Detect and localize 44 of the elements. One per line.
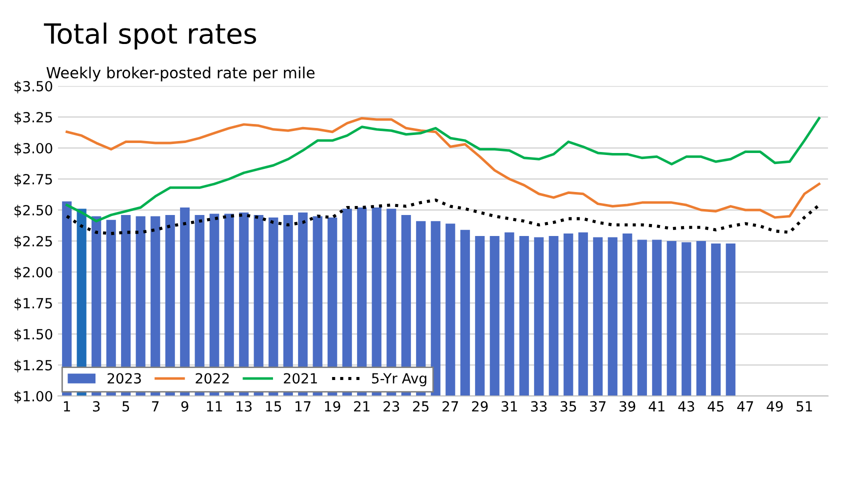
x-tick-label: 31 bbox=[502, 401, 517, 412]
x-tick-label: 13 bbox=[236, 401, 252, 412]
x-tick-label: 49 bbox=[766, 401, 783, 412]
x-tick-label: 5 bbox=[122, 401, 130, 412]
line-series bbox=[65, 198, 821, 236]
x-tick-label: 47 bbox=[737, 401, 754, 412]
y-tick-label: $2.25 bbox=[14, 236, 52, 248]
legend-label: 5-Yr Avg bbox=[372, 373, 426, 386]
x-tick-label: 35 bbox=[560, 401, 576, 412]
x-tick-label: 17 bbox=[296, 401, 311, 412]
x-tick-label: 37 bbox=[590, 401, 606, 412]
x-tick-label: 51 bbox=[796, 401, 812, 412]
x-tick-label: 27 bbox=[442, 401, 458, 412]
x-tick-label: 15 bbox=[266, 401, 281, 412]
y-tick-label: $2.00 bbox=[14, 266, 52, 280]
y-tick-label: $3.50 bbox=[14, 80, 52, 94]
x-tick-label: 9 bbox=[181, 401, 188, 412]
legend-label: 2023 bbox=[108, 373, 141, 384]
y-tick-label: $1.25 bbox=[14, 360, 52, 372]
x-tick-label: 45 bbox=[708, 401, 724, 412]
x-tick-label: 7 bbox=[152, 401, 159, 412]
x-tick-label: 43 bbox=[678, 401, 694, 412]
x-tick-label: 33 bbox=[531, 401, 547, 412]
y-tick-label: $2.75 bbox=[14, 174, 52, 186]
x-tick-label: 23 bbox=[384, 401, 400, 412]
x-tick-label: 41 bbox=[648, 401, 664, 412]
x-tick-label: 1 bbox=[64, 401, 70, 412]
x-tick-label: 19 bbox=[325, 401, 340, 412]
y-tick-label: $3.25 bbox=[14, 112, 52, 124]
legend-label: 2021 bbox=[284, 373, 317, 384]
y-tick-label: $1.00 bbox=[14, 390, 52, 404]
legend-label: 2022 bbox=[196, 373, 229, 384]
x-tick-label: 11 bbox=[207, 401, 222, 412]
chart-title: Total spot rates bbox=[44, 22, 256, 50]
x-tick-label: 21 bbox=[354, 401, 370, 412]
y-tick-label: $1.50 bbox=[14, 328, 52, 342]
y-tick-label: $3.00 bbox=[14, 142, 52, 156]
x-tick-label: 25 bbox=[413, 401, 428, 412]
y-tick-label: $1.75 bbox=[14, 298, 52, 310]
x-tick-label: 3 bbox=[92, 401, 100, 412]
x-tick-label: 29 bbox=[472, 401, 488, 412]
chart-subtitle: Weekly broker-posted rate per mile bbox=[46, 66, 315, 82]
x-tick-label: 39 bbox=[620, 401, 636, 412]
y-tick-label: $2.50 bbox=[14, 204, 52, 218]
